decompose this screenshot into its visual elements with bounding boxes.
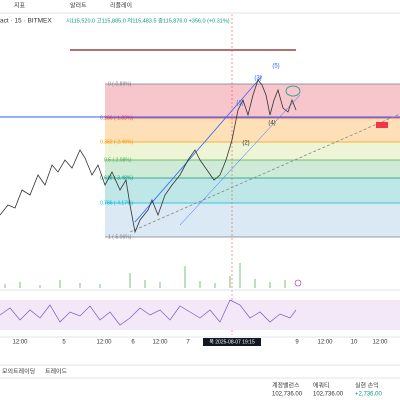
- price-line: [0, 79, 297, 234]
- trend-dashed: [129, 113, 400, 233]
- indicators-button[interactable]: 지표: [14, 2, 26, 10]
- stats: 계정밸런스 102,736.00 에쿼티 102,736.00 실현 손익 +2…: [272, 382, 383, 398]
- label: 12:00: [372, 340, 388, 346]
- tab[interactable]: 트레이드: [45, 368, 68, 376]
- label: 실현 손익: [355, 382, 379, 390]
- label: (5): [272, 64, 279, 70]
- shape: [105, 203, 400, 237]
- label: 12:00: [317, 340, 333, 346]
- trendline: [134, 75, 263, 223]
- ohlc: 시115,520.0 고115,885.0 저115,483.5 종115,87…: [66, 16, 230, 24]
- replay-button[interactable]: 리플레이: [110, 2, 132, 10]
- label: 12:00: [152, 340, 168, 346]
- label: 에쿼티: [313, 382, 330, 390]
- label: 12:00: [12, 340, 28, 346]
- label: 12:00: [96, 340, 112, 346]
- tab[interactable]: 모의트레이딩: [2, 368, 35, 376]
- rsi-line: [0, 299, 297, 326]
- fib-zones: [105, 83, 400, 238]
- price-tag: [376, 122, 388, 128]
- label: 목 2025-08-07 19:15: [209, 339, 255, 345]
- marker: [294, 279, 302, 287]
- label: 5: [62, 340, 66, 346]
- shape: [105, 118, 400, 142]
- shape: [105, 83, 400, 238]
- label: 0 (-0.89%): [108, 81, 132, 87]
- label: 1 (-5.06%): [108, 234, 132, 240]
- shape: [105, 178, 400, 203]
- label: 0.382 (-2.49%): [100, 139, 133, 145]
- label: 9: [295, 340, 299, 346]
- volume-bars: [4, 263, 286, 288]
- x-axis: 12:00 5 12:00 6 12:00 7 목 2025-08-07 19:…: [12, 338, 388, 346]
- shape: [105, 160, 400, 178]
- shape: [105, 84, 400, 118]
- rsi-band: [0, 300, 400, 330]
- label: 102,736.00: [272, 392, 303, 398]
- label: 6: [131, 340, 135, 346]
- label: (1): [236, 101, 243, 107]
- wave-labels: (1) (2) (3) (4) (5): [236, 64, 279, 147]
- label: 0.5 (-2.98%): [104, 157, 132, 163]
- alert-button[interactable]: 알러트: [70, 2, 87, 10]
- shape: [105, 142, 400, 160]
- label: 7: [186, 340, 190, 346]
- shape: [203, 338, 261, 346]
- label: 0.618 (-3.48%): [100, 175, 133, 181]
- channel-line: [179, 94, 301, 226]
- toolbar: [0, 0, 400, 13]
- label: +2,736.00: [355, 392, 383, 398]
- label: (4): [268, 121, 275, 127]
- label: (3): [254, 76, 261, 82]
- label: 0.786 (-4.17%): [100, 200, 133, 206]
- fib-labels: 0 (-0.89%) 0.236 (-1.88%) 0.382 (-2.49%)…: [100, 81, 133, 240]
- label: 10: [351, 340, 358, 346]
- label: 계정밸런스: [272, 382, 300, 390]
- highlight-ellipse: [285, 85, 301, 97]
- label: 102,736.00: [313, 392, 344, 398]
- symbol-name[interactable]: act · 15 · BITMEX: [0, 18, 52, 25]
- label: 0.236 (-1.88%): [100, 115, 133, 121]
- label: (2): [242, 141, 249, 147]
